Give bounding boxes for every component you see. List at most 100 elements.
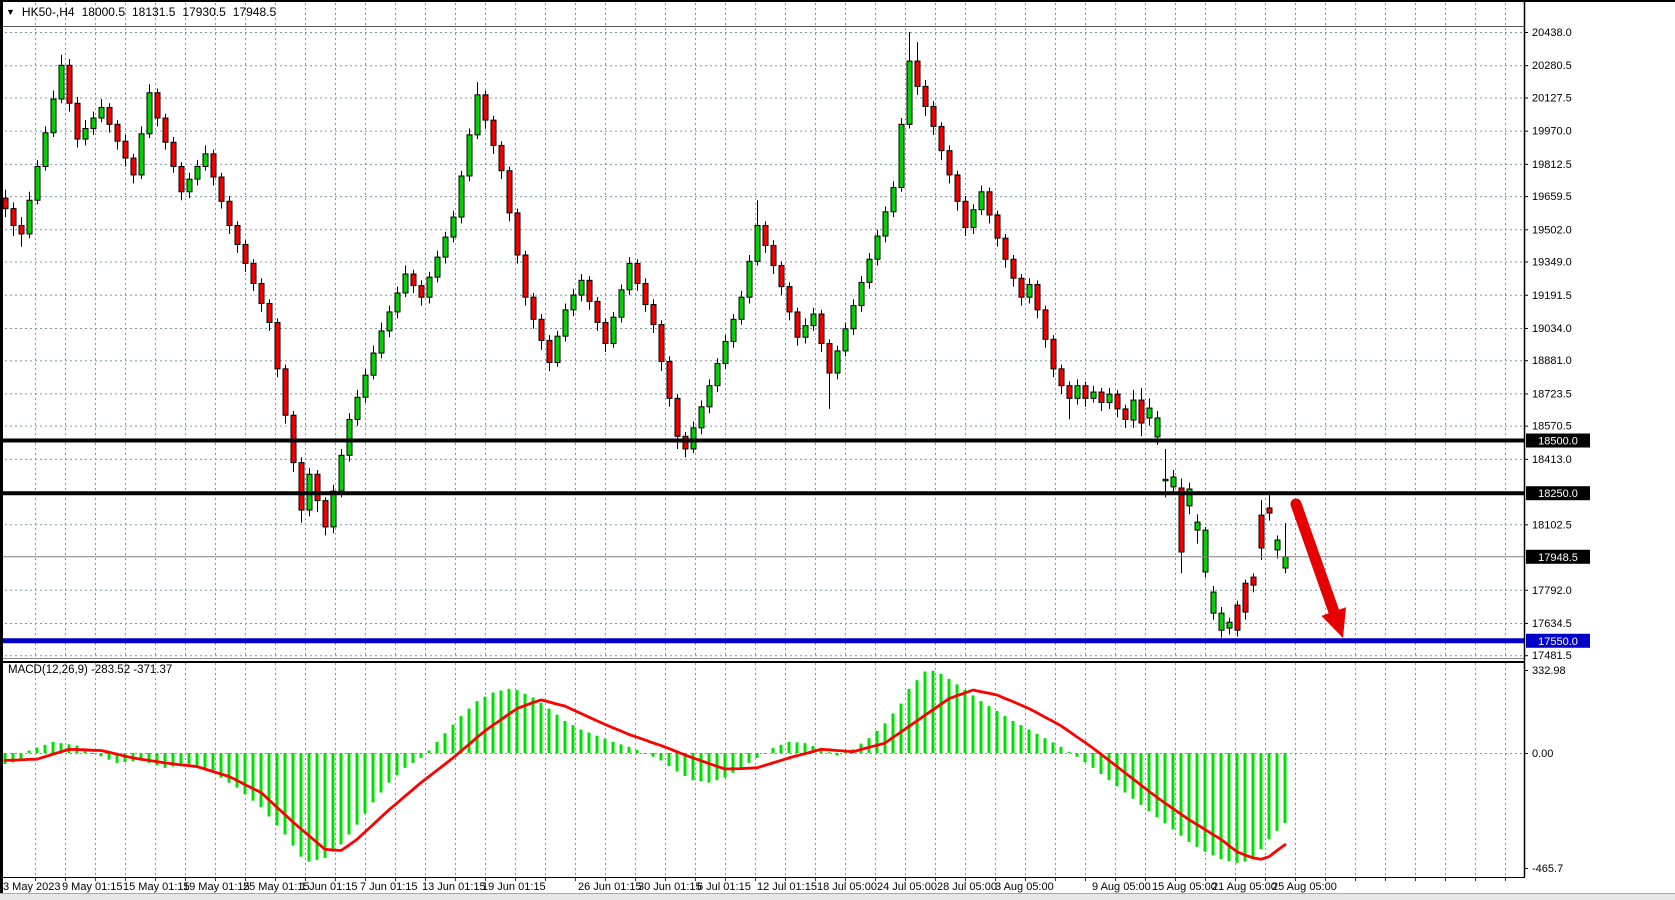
time-tick-label: 21 Aug 05:00 <box>1212 881 1277 893</box>
macd-histogram-bar <box>1011 720 1015 753</box>
macd-indicator-label: MACD(12,26,9) -283.52 -371.37 <box>8 664 173 676</box>
time-tick-label: 24 Jul 05:00 <box>877 881 937 893</box>
bear-candle <box>1066 385 1073 399</box>
macd-histogram-bar <box>171 753 175 767</box>
bull-candle <box>146 92 153 135</box>
bear-candle <box>130 157 137 176</box>
bull-candle <box>426 276 433 298</box>
macd-histogram-bar <box>963 690 967 753</box>
macd-histogram-bar <box>163 753 167 768</box>
time-tick-label: 7 Jun 01:15 <box>360 881 418 893</box>
bear-candle <box>514 212 521 256</box>
bear-candle <box>666 360 673 399</box>
bear-candle <box>954 174 961 202</box>
down-arrow-annotation[interactable] <box>1290 498 1346 638</box>
arrow-shaft[interactable] <box>1290 498 1340 618</box>
time-tick-label: 15 Aug 05:00 <box>1152 881 1217 893</box>
bull-candle <box>1282 556 1289 569</box>
macd-histogram-bar <box>579 729 583 753</box>
bull-candle <box>578 279 585 296</box>
macd-histogram-bar <box>155 753 159 766</box>
bull-candle <box>738 296 745 320</box>
macd-histogram-bar <box>667 753 671 767</box>
macd-histogram-bar <box>1235 753 1239 863</box>
bull-candle <box>330 490 337 528</box>
bull-candle <box>434 256 441 278</box>
bull-candle <box>746 260 753 298</box>
time-tick-label: 25 May 01:15 <box>243 881 310 893</box>
macd-histogram-bar <box>243 753 247 795</box>
macd-histogram-bar <box>1243 753 1247 862</box>
macd-histogram-bar <box>611 741 615 753</box>
bear-candle <box>794 311 801 338</box>
macd-histogram-bar <box>739 753 743 768</box>
macd-histogram-bar <box>987 706 991 753</box>
bear-candle <box>1002 237 1009 260</box>
bear-candle <box>826 343 833 374</box>
bull-candle <box>850 305 857 330</box>
macd-scale-label: 332.98 <box>1532 665 1566 677</box>
macd-histogram-bar <box>883 723 887 753</box>
macd-histogram-bar <box>843 752 847 754</box>
bull-candle <box>754 225 761 262</box>
bear-candle <box>650 304 657 326</box>
bull-candle <box>138 133 145 176</box>
macd-histogram-bar <box>395 753 399 776</box>
macd-histogram-bar <box>467 708 471 753</box>
macd-histogram-bar <box>1067 751 1071 753</box>
macd-histogram-bar <box>1251 753 1255 857</box>
macd-histogram-bar <box>875 730 879 753</box>
bear-candle <box>322 500 329 528</box>
macd-histogram-bar <box>275 753 279 826</box>
macd-histogram-bar <box>787 741 791 753</box>
bull-candle <box>906 60 913 125</box>
macd-histogram-bar <box>723 753 727 778</box>
bear-candle <box>226 200 233 227</box>
price-level-badge <box>1526 486 1590 501</box>
price-level-badge <box>1526 433 1590 448</box>
macd-histogram-bar <box>443 733 447 753</box>
macd-histogram-bar <box>267 753 271 817</box>
bear-candle <box>1082 385 1089 399</box>
bull-candle <box>346 418 353 456</box>
price-tick-label: 19191.5 <box>1532 290 1572 302</box>
macd-histogram-bar <box>779 744 783 753</box>
arrow-head-icon[interactable] <box>1321 607 1346 638</box>
bull-candle <box>378 330 385 354</box>
bear-candle <box>1114 393 1121 410</box>
time-tick-label: 12 Jul 01:15 <box>757 881 817 893</box>
bull-candle <box>834 350 841 374</box>
bull-candle <box>386 311 393 332</box>
macd-histogram-bar <box>211 753 215 773</box>
chevron-down-icon[interactable]: ▼ <box>6 7 15 17</box>
bull-candle <box>714 363 721 387</box>
macd-histogram-bar <box>315 753 319 860</box>
bear-candle <box>1178 487 1185 553</box>
macd-histogram-bar <box>619 744 623 753</box>
bull-candle <box>474 94 481 136</box>
bull-candle <box>194 165 201 180</box>
macd-histogram-bar <box>1267 753 1271 840</box>
macd-histogram-bar <box>179 753 183 766</box>
bull-candle <box>42 132 49 167</box>
macd-histogram-bar <box>763 753 767 754</box>
bear-candle <box>162 117 169 143</box>
macd-histogram-bar <box>835 753 839 756</box>
macd-histogram-bar <box>419 753 423 758</box>
macd-histogram-bar <box>299 753 303 857</box>
bear-candle <box>498 144 505 172</box>
macd-histogram-bar <box>1187 753 1191 842</box>
candles-layer <box>2 32 1289 638</box>
time-tick-label: 9 May 01:15 <box>62 881 123 893</box>
level-lines[interactable] <box>0 438 1524 644</box>
bear-candle <box>538 318 545 341</box>
macd-histogram-bar <box>971 695 975 753</box>
macd-histogram-bar <box>187 753 191 765</box>
bull-candle <box>618 289 625 318</box>
bull-candle <box>34 165 41 201</box>
bear-candle <box>234 225 241 245</box>
macd-histogram-bar <box>1099 753 1103 774</box>
